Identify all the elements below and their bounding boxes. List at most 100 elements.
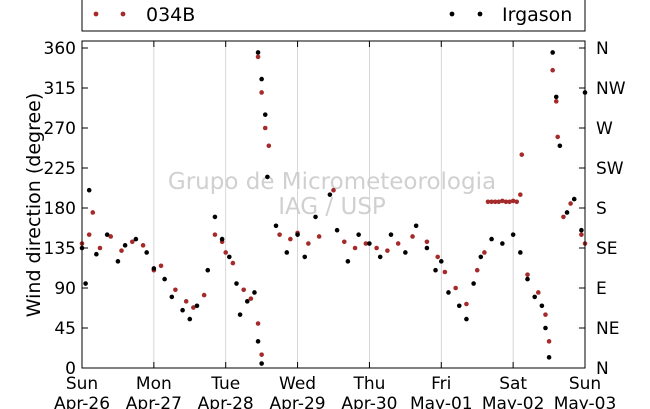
plot-area bbox=[81, 40, 586, 369]
data-point bbox=[514, 199, 520, 205]
data-point bbox=[413, 223, 419, 229]
x-tick-label-date: May-01 bbox=[410, 394, 473, 409]
data-point bbox=[424, 245, 430, 251]
x-tick-label-day: Tue bbox=[210, 374, 240, 394]
compass-label: NW bbox=[596, 79, 626, 99]
data-point bbox=[496, 199, 502, 205]
data-point bbox=[266, 143, 272, 149]
data-point bbox=[104, 232, 110, 237]
data-point bbox=[90, 210, 96, 215]
data-point bbox=[356, 232, 361, 237]
data-point bbox=[227, 254, 232, 260]
data-point bbox=[410, 234, 415, 239]
data-point bbox=[550, 50, 555, 55]
axis-ticks: 04590135180225270315360NNEESESSWWNWNSunA… bbox=[44, 39, 626, 409]
data-point bbox=[183, 299, 189, 304]
data-point bbox=[507, 199, 512, 205]
y-tick-label: 180 bbox=[44, 199, 76, 219]
data-point bbox=[259, 352, 264, 357]
x-tick-label-date: May-03 bbox=[554, 394, 617, 409]
x-tick-label-day: Thu bbox=[352, 374, 385, 394]
data-point bbox=[546, 355, 552, 360]
data-point bbox=[579, 232, 584, 237]
data-point bbox=[255, 321, 261, 326]
compass-label: N bbox=[596, 359, 609, 379]
data-point bbox=[489, 199, 494, 205]
data-point bbox=[453, 285, 458, 291]
data-point bbox=[568, 201, 573, 206]
data-point bbox=[438, 259, 444, 264]
data-point bbox=[345, 259, 351, 264]
data-point bbox=[388, 232, 394, 237]
y-tick-label: 315 bbox=[44, 79, 76, 99]
data-point bbox=[561, 214, 566, 220]
data-point bbox=[241, 287, 246, 293]
data-point bbox=[474, 267, 480, 273]
data-point bbox=[86, 187, 92, 193]
data-point bbox=[133, 236, 139, 242]
compass-label: SE bbox=[596, 239, 618, 259]
data-point bbox=[546, 339, 552, 344]
data-point bbox=[83, 281, 88, 286]
data-point bbox=[122, 243, 128, 248]
data-point bbox=[532, 294, 537, 300]
data-point bbox=[255, 50, 261, 55]
data-point bbox=[557, 143, 563, 149]
y-tick-label: 360 bbox=[44, 39, 76, 59]
data-point bbox=[500, 241, 505, 246]
data-point bbox=[219, 236, 225, 242]
y-tick-label: 45 bbox=[54, 319, 76, 339]
data-point bbox=[144, 250, 149, 255]
y-tick-label: 135 bbox=[44, 239, 76, 259]
data-point bbox=[259, 76, 264, 82]
compass-label: N bbox=[596, 39, 609, 59]
data-point bbox=[367, 241, 372, 246]
data-point bbox=[525, 276, 530, 282]
data-points bbox=[79, 50, 588, 366]
gridlines bbox=[153, 41, 514, 368]
data-point bbox=[543, 312, 548, 317]
data-point bbox=[119, 248, 124, 253]
x-tick-label-date: Apr-27 bbox=[126, 394, 182, 409]
y-axis-label: Wind direction (degree) bbox=[23, 93, 45, 318]
legend-label-034b: 034B bbox=[146, 4, 195, 26]
x-tick-label-date: May-02 bbox=[482, 394, 545, 409]
data-point bbox=[510, 198, 516, 204]
y-tick-label: 90 bbox=[54, 279, 76, 299]
data-point bbox=[252, 290, 257, 295]
data-point bbox=[255, 339, 261, 344]
data-point bbox=[115, 259, 121, 264]
data-point bbox=[456, 303, 462, 309]
data-point bbox=[553, 99, 559, 104]
y-tick-label: 225 bbox=[44, 159, 76, 179]
data-point bbox=[555, 134, 560, 140]
x-tick-label-date: Apr-29 bbox=[270, 394, 326, 409]
data-point bbox=[248, 296, 254, 301]
data-point bbox=[223, 250, 229, 255]
data-point bbox=[173, 287, 178, 293]
data-point bbox=[212, 232, 218, 237]
compass-label: SW bbox=[596, 159, 624, 179]
data-point bbox=[571, 196, 577, 202]
x-tick-label-date: Apr-26 bbox=[54, 394, 110, 409]
data-point bbox=[212, 214, 218, 220]
data-point bbox=[169, 294, 175, 300]
data-point bbox=[424, 239, 430, 245]
y-tick-label: 0 bbox=[65, 359, 76, 379]
data-point bbox=[262, 112, 268, 117]
data-point bbox=[341, 239, 347, 245]
data-point bbox=[86, 232, 92, 237]
data-point bbox=[288, 236, 293, 242]
data-point bbox=[435, 254, 440, 260]
data-point bbox=[553, 94, 559, 100]
data-point bbox=[363, 241, 369, 246]
data-point bbox=[316, 234, 322, 239]
data-point bbox=[130, 239, 135, 245]
data-point bbox=[433, 267, 438, 273]
data-point bbox=[471, 281, 476, 286]
data-point bbox=[244, 299, 250, 304]
data-point bbox=[295, 232, 300, 237]
data-point bbox=[140, 243, 146, 248]
data-point bbox=[464, 316, 469, 322]
compass-label: NE bbox=[596, 319, 619, 339]
